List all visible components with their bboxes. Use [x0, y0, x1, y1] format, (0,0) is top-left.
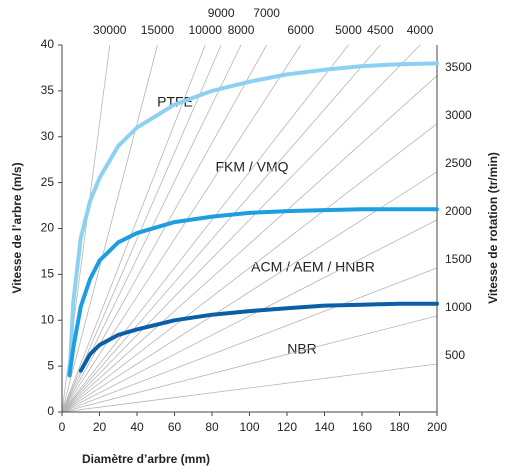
- y-tick-label: 5: [47, 358, 54, 372]
- x-tick-label: 20: [93, 420, 107, 434]
- x-tick-label: 200: [427, 420, 447, 434]
- y-tick-label: 40: [41, 37, 55, 51]
- speed-line: [61, 171, 438, 413]
- speed-label: 7000: [253, 6, 280, 20]
- speed-line: [61, 44, 302, 413]
- speed-label: 2000: [445, 204, 472, 218]
- curve: [67, 207, 439, 378]
- curve: [78, 301, 439, 373]
- y-tick-label: 10: [41, 312, 55, 326]
- x-tick-label: 0: [59, 420, 66, 434]
- speed-label: 8000: [228, 23, 255, 37]
- y-tick-label: 15: [41, 267, 55, 281]
- speed-label: 9000: [208, 6, 235, 20]
- annotation: NBR: [287, 341, 317, 357]
- y-tick-label: 35: [41, 83, 55, 97]
- speed-line: [61, 44, 421, 413]
- x-tick-label: 40: [130, 420, 144, 434]
- speed-line: [61, 123, 438, 413]
- speed-label: 1500: [445, 252, 472, 266]
- speed-label: 6000: [287, 23, 314, 37]
- y2-axis-title: Vitesse de rotation (tr/min): [486, 152, 500, 304]
- speed-label: 4000: [407, 23, 434, 37]
- curve: [67, 61, 439, 378]
- y-tick-label: 25: [41, 175, 55, 189]
- speed-label: 30000: [93, 23, 127, 37]
- x-tick-label: 120: [277, 420, 297, 434]
- x-tick-label: 160: [352, 420, 372, 434]
- x-tick-label: 60: [168, 420, 182, 434]
- speed-line: [61, 267, 438, 413]
- x-tick-label: 80: [205, 420, 219, 434]
- speed-line: [61, 219, 438, 413]
- speed-label: 4500: [367, 23, 394, 37]
- speed-line: [61, 315, 438, 413]
- speed-label: 10000: [189, 23, 223, 37]
- x-axis-title: Diamètre d’arbre (mm): [82, 452, 210, 466]
- speed-label: 15000: [141, 23, 175, 37]
- speed-line: [61, 44, 349, 413]
- annotation: PTFE: [157, 94, 193, 110]
- y-tick-label: 20: [41, 221, 55, 235]
- speed-label: 2500: [445, 156, 472, 170]
- speed-label: 3000: [445, 108, 472, 122]
- speed-line: [61, 363, 438, 413]
- x-tick-label: 180: [389, 420, 409, 434]
- speed-label: 1000: [445, 300, 472, 314]
- speed-line: [61, 44, 206, 413]
- speed-line: [61, 44, 222, 413]
- y-axis-title: Vitesse de l’arbre (m/s): [10, 162, 24, 293]
- annotation: FKM / VMQ: [215, 159, 288, 175]
- x-tick-label: 100: [239, 420, 259, 434]
- speed-line: [61, 44, 158, 413]
- speed-line: [61, 44, 381, 413]
- y-tick-label: 0: [47, 404, 54, 418]
- speed-label: 3500: [445, 60, 472, 74]
- speed-label: 500: [445, 348, 465, 362]
- speed-line: [61, 75, 438, 413]
- y-tick-label: 30: [41, 129, 55, 143]
- x-tick-label: 140: [314, 420, 334, 434]
- speed-label: 5000: [335, 23, 362, 37]
